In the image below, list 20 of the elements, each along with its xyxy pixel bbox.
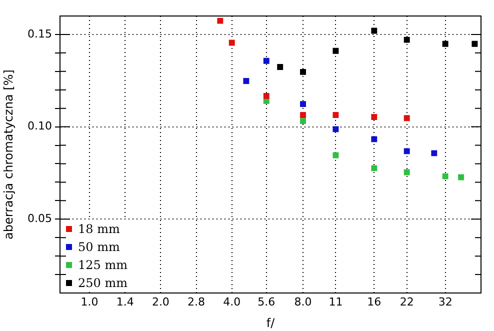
x-tick-label: 1.0: [80, 295, 98, 308]
x-tick-label: 32: [438, 295, 452, 308]
y-tick-label: 0.05: [28, 212, 52, 225]
legend-label: 50 mm: [78, 239, 120, 256]
legend-label: 125 mm: [78, 257, 128, 274]
y-tick-label: 0.10: [28, 120, 52, 133]
legend-label: 18 mm: [78, 221, 120, 238]
x-tick-label: 22: [400, 295, 414, 308]
x-tick-label: 8.0: [294, 295, 312, 308]
x-axis-title: f/: [266, 316, 276, 330]
x-tick-label: 1.4: [116, 295, 134, 308]
x-tick-label: 2.0: [152, 295, 170, 308]
x-tick-label: 16: [367, 295, 382, 308]
x-tick-label: 11: [328, 295, 343, 308]
x-tick-label: 2.8: [188, 295, 206, 308]
x-tick-label: 5.6: [258, 295, 276, 308]
y-tick-label: 0.15: [28, 27, 52, 40]
x-tick-label: 4.0: [223, 295, 241, 308]
legend-label: 250 mm: [78, 275, 128, 292]
y-axis-title: aberracja chromatyczna [%]: [1, 70, 16, 240]
